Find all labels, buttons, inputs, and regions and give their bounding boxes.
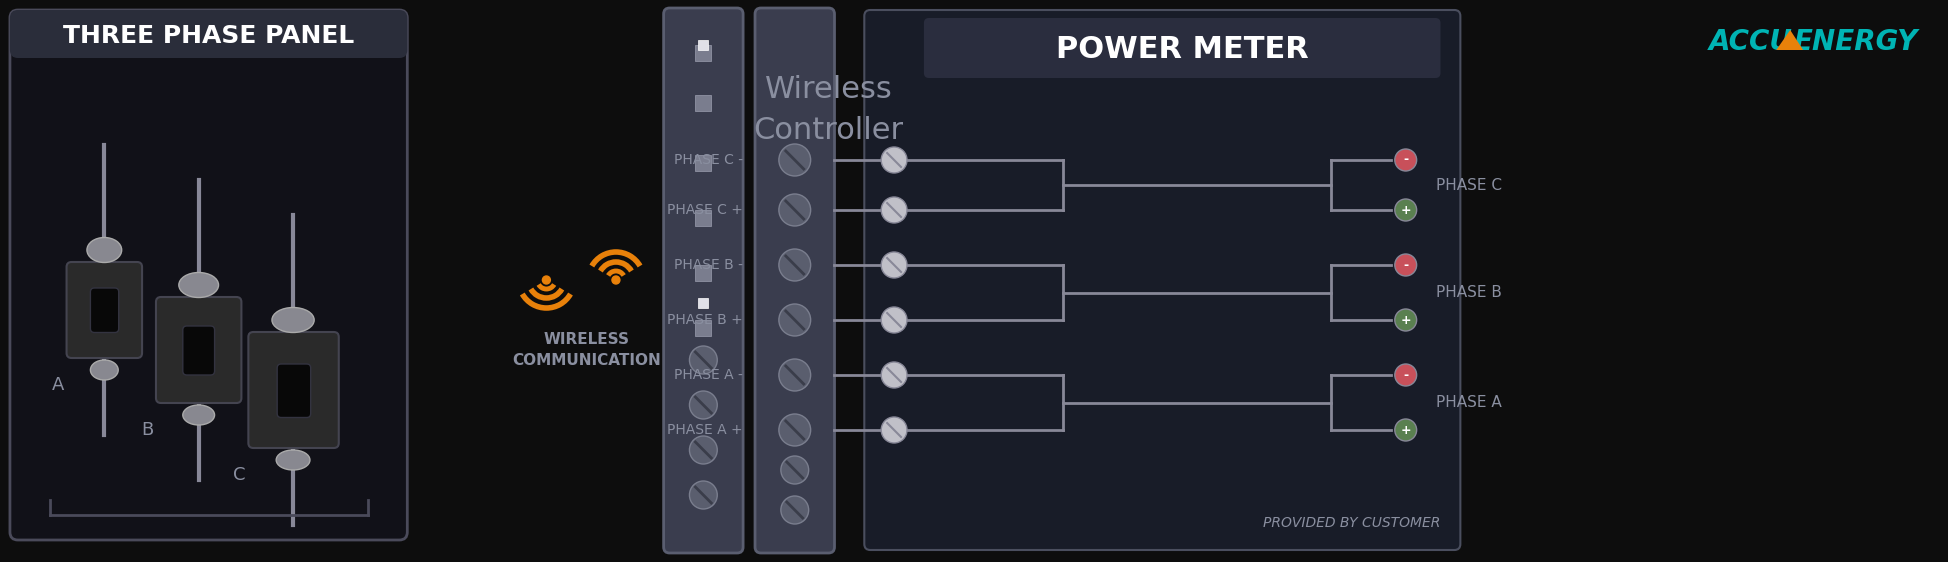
Text: +: + xyxy=(1401,203,1410,216)
Text: C: C xyxy=(234,466,245,484)
Circle shape xyxy=(880,197,906,223)
Circle shape xyxy=(779,359,810,391)
Text: PHASE C +: PHASE C + xyxy=(666,203,742,217)
Circle shape xyxy=(1395,149,1416,171)
Text: PHASE B -: PHASE B - xyxy=(674,258,742,272)
Circle shape xyxy=(690,436,717,464)
Text: PHASE B: PHASE B xyxy=(1436,285,1500,300)
Circle shape xyxy=(779,144,810,176)
Text: THREE PHASE PANEL: THREE PHASE PANEL xyxy=(62,24,355,48)
Text: ENERGY: ENERGY xyxy=(1792,28,1917,56)
Text: +: + xyxy=(1401,314,1410,327)
FancyBboxPatch shape xyxy=(662,8,742,553)
FancyBboxPatch shape xyxy=(90,288,119,333)
Text: +: + xyxy=(1401,424,1410,437)
Circle shape xyxy=(542,276,549,284)
Polygon shape xyxy=(1775,30,1802,50)
FancyBboxPatch shape xyxy=(10,10,407,540)
Circle shape xyxy=(690,391,717,419)
Bar xyxy=(695,155,711,171)
Bar xyxy=(695,95,711,111)
Text: PHASE A -: PHASE A - xyxy=(674,368,742,382)
Bar xyxy=(697,40,707,50)
Bar xyxy=(697,298,707,308)
Circle shape xyxy=(612,276,619,284)
Ellipse shape xyxy=(183,405,214,425)
FancyBboxPatch shape xyxy=(247,332,339,448)
Circle shape xyxy=(779,249,810,281)
Text: PHASE A +: PHASE A + xyxy=(666,423,742,437)
Circle shape xyxy=(779,414,810,446)
Text: B: B xyxy=(140,421,154,439)
Text: PROVIDED BY CUSTOMER: PROVIDED BY CUSTOMER xyxy=(1262,516,1440,530)
Circle shape xyxy=(781,456,808,484)
Text: PHASE C -: PHASE C - xyxy=(674,153,742,167)
Bar xyxy=(695,320,711,336)
Text: PHASE B +: PHASE B + xyxy=(666,313,742,327)
FancyBboxPatch shape xyxy=(277,364,310,418)
Text: -: - xyxy=(1403,369,1408,382)
Text: A: A xyxy=(51,376,64,394)
Circle shape xyxy=(880,252,906,278)
Circle shape xyxy=(1395,199,1416,221)
Bar xyxy=(695,210,711,226)
Circle shape xyxy=(690,481,717,509)
FancyBboxPatch shape xyxy=(923,18,1440,78)
Text: ACCU: ACCU xyxy=(1708,28,1792,56)
FancyBboxPatch shape xyxy=(10,10,407,58)
Text: Wireless
Controller: Wireless Controller xyxy=(754,75,904,145)
Circle shape xyxy=(1395,419,1416,441)
FancyBboxPatch shape xyxy=(863,10,1459,550)
FancyBboxPatch shape xyxy=(156,297,242,403)
Text: PHASE A: PHASE A xyxy=(1436,395,1500,410)
Bar xyxy=(695,45,711,61)
Circle shape xyxy=(1395,309,1416,331)
Circle shape xyxy=(880,417,906,443)
Ellipse shape xyxy=(277,450,310,470)
Circle shape xyxy=(779,194,810,226)
Circle shape xyxy=(880,307,906,333)
FancyBboxPatch shape xyxy=(754,8,834,553)
Text: PHASE C: PHASE C xyxy=(1436,178,1500,193)
Ellipse shape xyxy=(273,307,314,333)
FancyBboxPatch shape xyxy=(66,262,142,358)
Circle shape xyxy=(781,496,808,524)
Ellipse shape xyxy=(179,273,218,297)
Text: WIRELESS
COMMUNICATION: WIRELESS COMMUNICATION xyxy=(512,332,660,368)
Ellipse shape xyxy=(90,360,119,380)
Ellipse shape xyxy=(88,238,121,262)
Text: -: - xyxy=(1403,153,1408,166)
Circle shape xyxy=(1395,364,1416,386)
Text: -: - xyxy=(1403,259,1408,271)
Text: POWER METER: POWER METER xyxy=(1056,35,1307,65)
Bar xyxy=(695,265,711,281)
Circle shape xyxy=(880,147,906,173)
Circle shape xyxy=(690,346,717,374)
Circle shape xyxy=(779,304,810,336)
FancyBboxPatch shape xyxy=(183,326,214,375)
Circle shape xyxy=(880,362,906,388)
Circle shape xyxy=(1395,254,1416,276)
